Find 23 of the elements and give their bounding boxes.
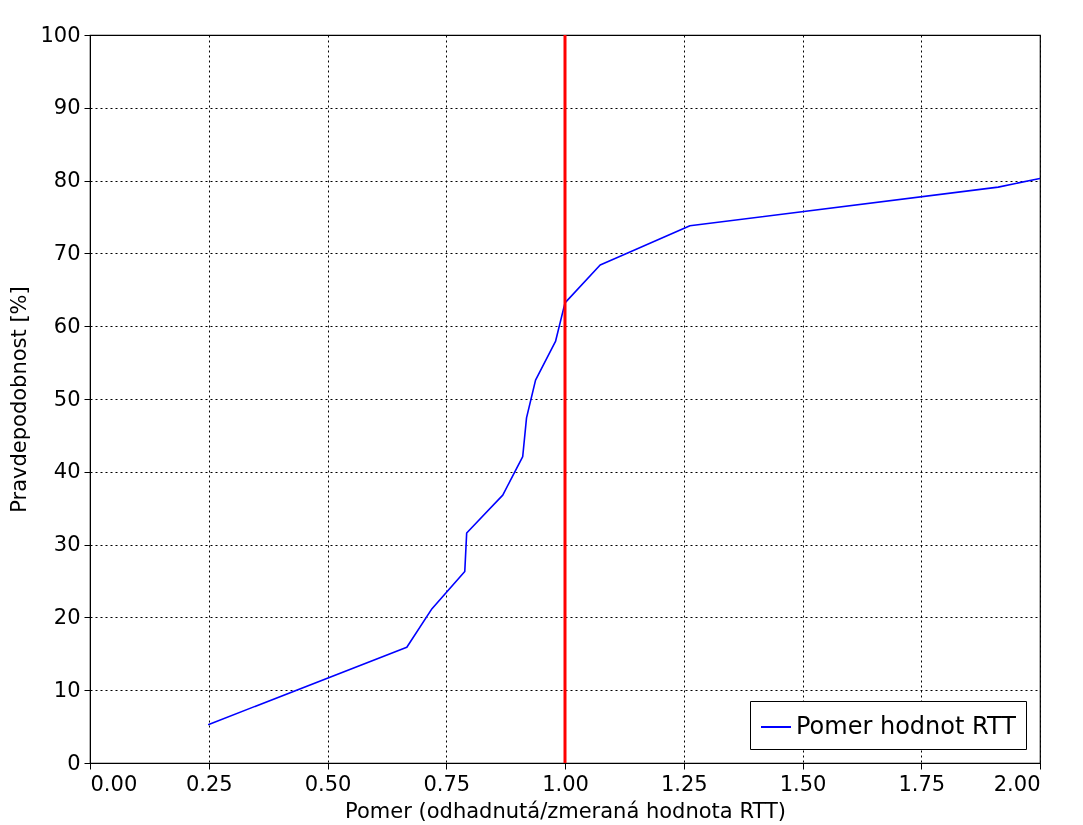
x-tick-label: 1.00 (542, 771, 589, 796)
x-tick-label: 0.50 (304, 771, 352, 796)
y-tick-label: 20 (53, 604, 81, 629)
x-tick-label: 1.25 (660, 771, 708, 796)
y-tick-label: 60 (53, 313, 81, 338)
y-tick-label: 40 (53, 459, 81, 484)
x-tick-label: 0.00 (90, 771, 138, 796)
x-axis-title: Pomer (odhadnutá/zmeraná hodnota RTT) (345, 798, 786, 823)
y-tick-label: 50 (53, 386, 81, 411)
y-tick-label: 0 (67, 750, 81, 775)
legend-label: Pomer hodnot RTT (796, 712, 1017, 740)
x-tick-label: 0.25 (185, 771, 233, 796)
x-tick-label: 1.50 (779, 771, 827, 796)
x-tick-label: 0.75 (423, 771, 471, 796)
y-tick-label: 30 (53, 532, 81, 557)
x-tick-label: 2.00 (993, 771, 1041, 796)
y-axis-title: Pravdepodobnost [%] (7, 286, 32, 513)
y-tick-label: 10 (53, 677, 81, 702)
y-tick-label: 70 (53, 240, 81, 265)
y-tick-label: 80 (53, 168, 81, 193)
y-tick-label: 100 (40, 22, 81, 47)
x-tick-label: 1.75 (898, 771, 946, 796)
y-tick-label: 90 (53, 95, 81, 120)
